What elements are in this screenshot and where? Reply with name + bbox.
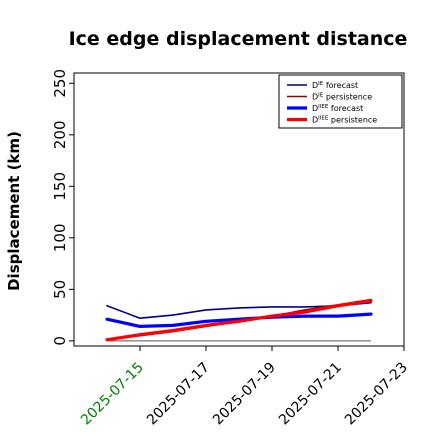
series-line-3	[105, 312, 373, 328]
y-tick-label: 250	[51, 69, 69, 98]
legend-box	[278, 74, 403, 129]
x-tick-label: 2025-07-17	[144, 360, 213, 429]
y-tick-label: 200	[51, 120, 69, 149]
legend: DIE forecast DIE persistence DIIEE forecas…	[278, 74, 403, 129]
legend-label: DIE persistence	[312, 93, 372, 102]
y-tick-label: 100	[51, 224, 69, 253]
y-tick-label: 0	[51, 336, 69, 346]
y-axis-label: Displacement (km)	[5, 131, 23, 291]
y-tick-label: 50	[51, 280, 69, 299]
plot-frame	[73, 72, 405, 347]
legend-label: DIIEE persistence	[312, 116, 377, 125]
series-line-4	[105, 299, 373, 342]
y-tick-label: 150	[51, 172, 69, 201]
x-tick-label: 2025-07-15	[78, 360, 147, 429]
x-tick-label: 2025-07-21	[276, 360, 345, 429]
legend-label: DIE forecast	[312, 81, 358, 90]
legend-label: DIIEE forecast	[312, 104, 363, 113]
chart-title: Ice edge displacement distance	[69, 28, 408, 50]
x-tick-label: 2025-07-23	[342, 360, 411, 429]
x-tick-label: 2025-07-19	[210, 360, 279, 429]
